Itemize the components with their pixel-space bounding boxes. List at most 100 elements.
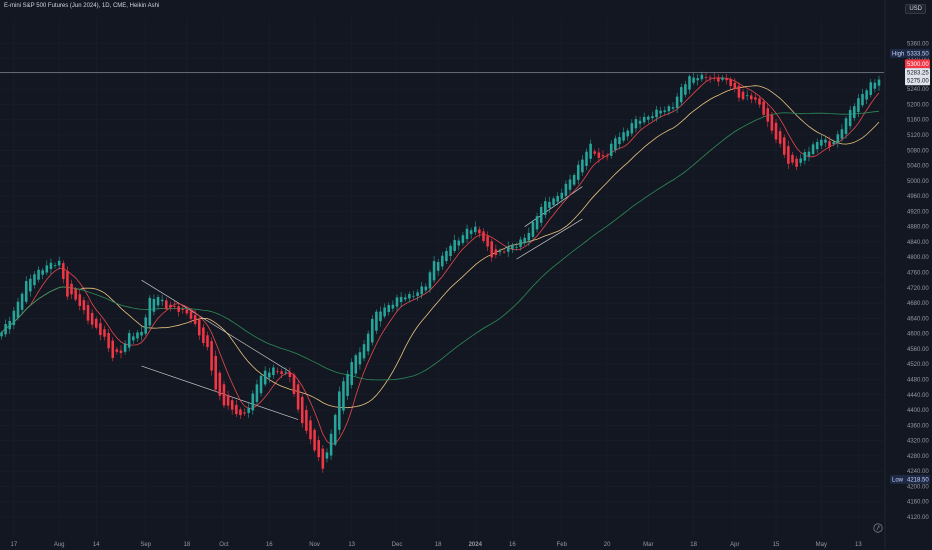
- time-tick-label: 14: [93, 542, 100, 548]
- candle-body: [585, 151, 588, 166]
- candle-body: [725, 78, 728, 81]
- candle-body: [511, 244, 514, 250]
- candle-body: [597, 152, 601, 158]
- time-tick-label: Feb: [557, 542, 568, 548]
- price-tick-label: 4840.00: [907, 240, 929, 246]
- price-tick-label: 4120.00: [907, 515, 929, 521]
- candle-body: [70, 283, 73, 295]
- candle-body: [449, 245, 452, 256]
- candle-body: [333, 414, 337, 445]
- time-tick-label: Apr: [730, 542, 739, 548]
- candle-body: [824, 139, 827, 143]
- candle-body: [605, 155, 609, 157]
- candle-body: [441, 255, 444, 267]
- candle-body: [494, 249, 498, 256]
- candle-body: [618, 137, 621, 145]
- time-tick-label: 2024: [469, 542, 483, 548]
- candle-body: [869, 82, 873, 95]
- candle-body: [280, 371, 283, 374]
- candle-body: [49, 262, 53, 269]
- price-tick-label: 5200.00: [907, 102, 929, 108]
- candle-body: [12, 310, 16, 326]
- candle-body: [391, 304, 395, 309]
- candle-body: [226, 394, 230, 406]
- candle-body: [556, 195, 559, 202]
- candle-body: [132, 336, 135, 341]
- candle-body: [346, 374, 349, 396]
- candle-body: [305, 410, 308, 431]
- tradingview-logo-icon[interactable]: [873, 523, 883, 533]
- price-tick-label: 4200.00: [907, 484, 929, 490]
- time-tick-label: Nov: [309, 542, 320, 548]
- candle-body: [45, 265, 49, 273]
- candle-body: [490, 241, 494, 258]
- candle-body: [626, 130, 629, 137]
- time-tick-label: Mar: [643, 542, 653, 548]
- candle-body: [399, 296, 403, 302]
- time-axis[interactable]: 17 Aug 14 Sep 18 Oct 16 Nov 13 Dec 18 2024 16 Feb 20 Ma…: [11, 542, 863, 548]
- candle-body: [659, 110, 662, 114]
- price-tag-red: [905, 59, 930, 69]
- candle-body: [78, 294, 82, 307]
- price-tag-label-bg: [890, 474, 905, 484]
- candle-body: [218, 372, 222, 396]
- price-tick-label: 4560.00: [907, 347, 929, 353]
- candle-body: [412, 295, 415, 297]
- candle-body: [675, 96, 679, 108]
- candle-body: [4, 324, 7, 335]
- candle-body: [721, 77, 724, 80]
- candle-body: [0, 332, 3, 337]
- candle-body: [861, 93, 864, 106]
- candle-body: [576, 164, 580, 180]
- candle-body: [29, 278, 32, 292]
- candle-body: [696, 78, 700, 81]
- candle-body: [820, 139, 823, 146]
- candle-body: [288, 372, 292, 378]
- price-tick-label: 4720.00: [907, 286, 929, 292]
- candle-body: [177, 306, 180, 312]
- candle-body: [160, 299, 164, 302]
- candle-body: [778, 131, 782, 144]
- candle-body: [877, 79, 881, 86]
- time-tick-label: Dec: [392, 542, 403, 548]
- candle-body: [173, 306, 176, 307]
- trendline: [516, 218, 583, 260]
- candle-body: [165, 300, 168, 310]
- candle-body: [272, 367, 275, 376]
- candle-body: [115, 349, 119, 352]
- candle-body: [609, 143, 613, 156]
- candle-body: [782, 137, 786, 155]
- price-tick-label: 5160.00: [907, 118, 929, 124]
- candle-body: [581, 159, 584, 173]
- candle-body: [152, 298, 156, 312]
- candle-body: [774, 122, 778, 140]
- candle-body: [123, 343, 127, 352]
- candle-body: [251, 393, 255, 411]
- price-axis[interactable]: 5360.005320.005280.005240.005200.005160.…: [884, 0, 929, 550]
- candle-body: [144, 317, 147, 334]
- price-tick-label: 4360.00: [907, 423, 929, 429]
- candle-body: [309, 420, 312, 440]
- candle-body: [148, 297, 152, 326]
- time-tick-label: 18: [435, 542, 442, 548]
- candle-body: [828, 141, 831, 147]
- candle-body: [379, 311, 382, 322]
- price-tick-label: 4280.00: [907, 454, 929, 460]
- candle-body: [815, 141, 819, 150]
- candle-body: [111, 340, 115, 358]
- moving-average-slow: [1, 110, 880, 381]
- candle-body: [717, 77, 720, 82]
- moving-average-mid: [1, 85, 880, 409]
- candle-body: [853, 106, 856, 119]
- candle-body: [840, 129, 844, 139]
- candle-body: [181, 308, 185, 310]
- candle-body: [408, 294, 411, 299]
- candle-body: [737, 85, 741, 98]
- candle-body: [684, 84, 687, 95]
- candle-body: [375, 311, 378, 331]
- candle-body: [243, 412, 246, 414]
- currency-button[interactable]: USD: [905, 4, 926, 14]
- candle-body: [741, 91, 745, 100]
